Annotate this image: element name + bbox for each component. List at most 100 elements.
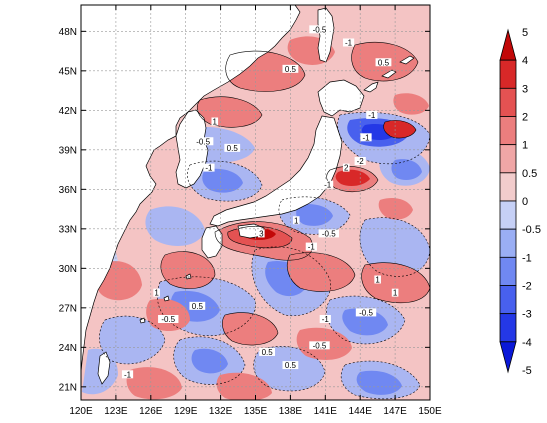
colorbar-label: 3 bbox=[522, 83, 528, 95]
contour-label: -0.5 bbox=[359, 308, 373, 317]
contour-label-bg bbox=[375, 58, 392, 67]
contour-label-bg bbox=[366, 110, 378, 119]
colorbar-swatch bbox=[499, 28, 517, 61]
contour-label: 0.5 bbox=[285, 65, 297, 74]
contour-label-bg bbox=[203, 163, 215, 172]
lon-tick-label: 129E bbox=[174, 406, 198, 417]
lat-tick-label: 42N bbox=[59, 106, 77, 117]
contour-label: 0.5 bbox=[192, 302, 204, 311]
contour-label-bg bbox=[258, 229, 265, 238]
contour-label: -0.5 bbox=[161, 315, 175, 324]
contour-label-bg bbox=[224, 143, 241, 152]
colorbar-swatch bbox=[499, 228, 517, 258]
colorbar-swatch bbox=[499, 172, 517, 202]
contour-label-bg bbox=[309, 25, 330, 34]
contour-label: -1 bbox=[308, 243, 316, 252]
contour-label: 0.5 bbox=[378, 58, 390, 67]
contour-label-bg bbox=[192, 137, 214, 146]
lon-tick-label: 123E bbox=[104, 406, 128, 417]
lon-tick-label: 132E bbox=[209, 406, 233, 417]
colorbar-swatch bbox=[499, 200, 517, 230]
lat-tick-label: 48N bbox=[59, 27, 77, 38]
colorbar-label: -5 bbox=[522, 365, 532, 377]
colorbar-swatch bbox=[499, 313, 517, 343]
contour-label-bg bbox=[342, 38, 355, 47]
anomaly-map: -0.5 0.5 -1 0.5 1 -0.5 0.5 -1 -1 -1 -2 -1 2 3 -0.5 -1 1 1… bbox=[81, 5, 430, 400]
contour-label-bg bbox=[282, 64, 299, 73]
colorbar-label: 0 bbox=[522, 196, 528, 208]
contour-label: 0.5 bbox=[262, 348, 274, 357]
contour-label: 2 bbox=[344, 164, 349, 173]
asian-mainland bbox=[81, 5, 301, 373]
contour-label-bg bbox=[355, 308, 377, 317]
kuril-islands bbox=[363, 55, 415, 93]
lon-tick-label: 126E bbox=[139, 406, 163, 417]
contour-label: -1 bbox=[362, 133, 370, 142]
colorbar-swatch bbox=[499, 59, 517, 89]
contour-label-bg bbox=[354, 157, 366, 165]
contour-label-bg bbox=[259, 347, 276, 356]
contour-label-bg bbox=[189, 301, 206, 310]
lat-tick-label: 21N bbox=[59, 382, 77, 393]
contour-label: -1 bbox=[368, 111, 376, 120]
colorbar-label: -3 bbox=[522, 309, 532, 321]
lat-tick-label: 39N bbox=[59, 145, 77, 156]
colorbar-swatch bbox=[499, 116, 517, 146]
colorbar-label: -2 bbox=[522, 281, 532, 293]
contour-label-bg bbox=[309, 341, 330, 350]
contour-label-bg bbox=[292, 216, 300, 225]
contour-label: -1 bbox=[324, 181, 332, 190]
colorbar-swatch bbox=[499, 256, 517, 286]
contour-label-bg bbox=[318, 229, 339, 238]
contour-label: 1 bbox=[393, 289, 398, 298]
lat-tick-label: 24N bbox=[59, 343, 77, 354]
contour-label: -1 bbox=[124, 370, 132, 379]
colorbar-swatch bbox=[499, 341, 517, 374]
contour-label-bg bbox=[282, 361, 299, 370]
lat-tick-label: 30N bbox=[59, 264, 77, 275]
contour-lines bbox=[99, 42, 430, 400]
contour-label-bg bbox=[322, 180, 334, 189]
contour-label-bg bbox=[305, 242, 317, 251]
lat-tick-label: 45N bbox=[59, 66, 77, 77]
colorbar-label: -4 bbox=[522, 337, 532, 349]
contour-label: -2 bbox=[357, 157, 365, 166]
lon-tick-label: 120E bbox=[69, 406, 93, 417]
colorbar-label: -1 bbox=[522, 252, 532, 264]
lon-tick-label: 150E bbox=[418, 406, 442, 417]
contour-label: 3 bbox=[259, 229, 264, 238]
contour-label: 0.5 bbox=[285, 361, 297, 370]
honshu bbox=[209, 115, 343, 227]
land bbox=[81, 5, 415, 385]
taiwan bbox=[97, 351, 111, 385]
contour-label-bg bbox=[391, 288, 399, 297]
contour-label-bg bbox=[211, 117, 219, 126]
lon-tick-label: 135E bbox=[244, 406, 268, 417]
contour-label: 1 bbox=[213, 118, 218, 127]
contour-label: -1 bbox=[322, 315, 330, 324]
lon-tick-label: 144E bbox=[349, 406, 373, 417]
lat-tick-label: 33N bbox=[59, 224, 77, 235]
contour-labels: -0.5 0.5 -1 0.5 1 -0.5 0.5 -1 -1 -1 -2 -1 2 3 -0.5 -1 1 1… bbox=[121, 25, 399, 379]
contour-label-bg bbox=[360, 133, 372, 142]
contour-label: -0.5 bbox=[313, 341, 327, 350]
contour-label: -0.5 bbox=[322, 229, 336, 238]
lat-tick-label: 36N bbox=[59, 185, 77, 196]
contour-label-bg bbox=[374, 275, 381, 284]
korean-peninsula bbox=[175, 109, 209, 189]
colorbar: 5 4 3 2 1 0.5 0 -0.5 -1 -2 -3 -4 -5 bbox=[499, 27, 541, 377]
map-axes: 120E 123E 126E 129E 132E 135E 138E 141E 144E 147E… bbox=[59, 5, 442, 417]
colorbar-swatch bbox=[499, 87, 517, 117]
lat-tick-label: 27N bbox=[59, 303, 77, 314]
sakhalin bbox=[317, 7, 335, 63]
colorbar-label: 4 bbox=[522, 55, 528, 67]
contour-label: -0.5 bbox=[196, 137, 210, 146]
contour-label-bg bbox=[153, 288, 160, 297]
ryukyu-islands bbox=[139, 273, 192, 324]
colorbar-swatch bbox=[499, 285, 517, 315]
contour-label: 1 bbox=[375, 276, 380, 285]
colorbar-label: -0.5 bbox=[522, 224, 541, 236]
colorbar-label: 0.5 bbox=[522, 168, 537, 180]
contour-label-bg bbox=[319, 315, 331, 323]
